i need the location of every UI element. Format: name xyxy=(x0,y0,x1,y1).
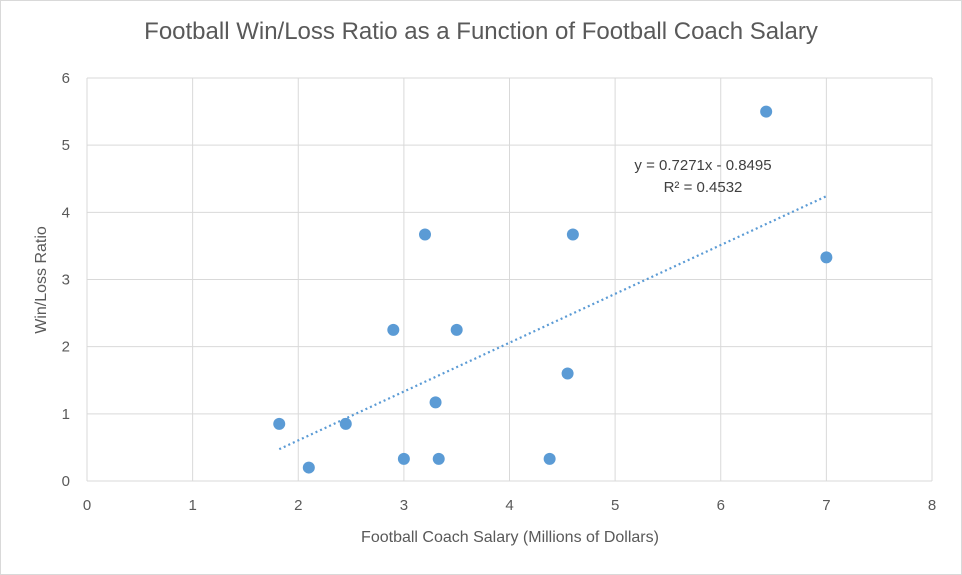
gridlines xyxy=(86,77,933,482)
data-point xyxy=(419,228,431,241)
x-tick-label: 1 xyxy=(188,497,196,514)
tick-labels: 0 1 2 3 4 5 6 0 1 2 3 4 5 6 7 8 xyxy=(62,70,937,514)
data-points xyxy=(273,105,833,474)
x-tick-label: 5 xyxy=(611,497,619,514)
data-point xyxy=(432,452,445,465)
y-tick-label: 0 xyxy=(62,473,70,490)
x-tick-label: 2 xyxy=(294,497,302,514)
data-point xyxy=(561,367,574,380)
x-axis-title: Football Coach Salary (Millions of Dolla… xyxy=(361,529,659,546)
data-point xyxy=(543,452,556,465)
y-tick-label: 6 xyxy=(62,70,70,87)
trendline-equation: y = 0.7271x - 0.8495 xyxy=(634,157,771,174)
y-tick-label: 2 xyxy=(62,339,70,356)
data-point xyxy=(273,417,286,430)
data-point xyxy=(429,396,442,409)
y-tick-label: 5 xyxy=(62,137,70,154)
data-point xyxy=(302,461,315,474)
trendline-group xyxy=(278,195,827,451)
trendline-r-squared: R² = 0.4532 xyxy=(664,179,743,196)
y-tick-label: 1 xyxy=(62,406,70,423)
x-tick-label: 4 xyxy=(505,497,513,514)
x-tick-label: 6 xyxy=(717,497,725,514)
data-point xyxy=(339,417,352,430)
data-point xyxy=(397,452,410,465)
data-point xyxy=(820,251,833,264)
x-tick-label: 7 xyxy=(822,497,830,514)
x-tick-label: 3 xyxy=(400,497,408,514)
y-tick-label: 4 xyxy=(62,204,70,221)
data-point xyxy=(566,228,579,241)
x-tick-label: 0 xyxy=(83,497,91,514)
y-axis-title: Win/Loss Ratio xyxy=(33,226,50,334)
trendline xyxy=(278,195,827,451)
x-tick-label: 8 xyxy=(928,497,936,514)
data-point xyxy=(760,105,773,118)
chart-title: Football Win/Loss Ratio as a Function of… xyxy=(144,18,818,45)
data-point xyxy=(450,323,463,336)
data-point xyxy=(387,323,400,336)
y-tick-label: 3 xyxy=(62,272,70,289)
